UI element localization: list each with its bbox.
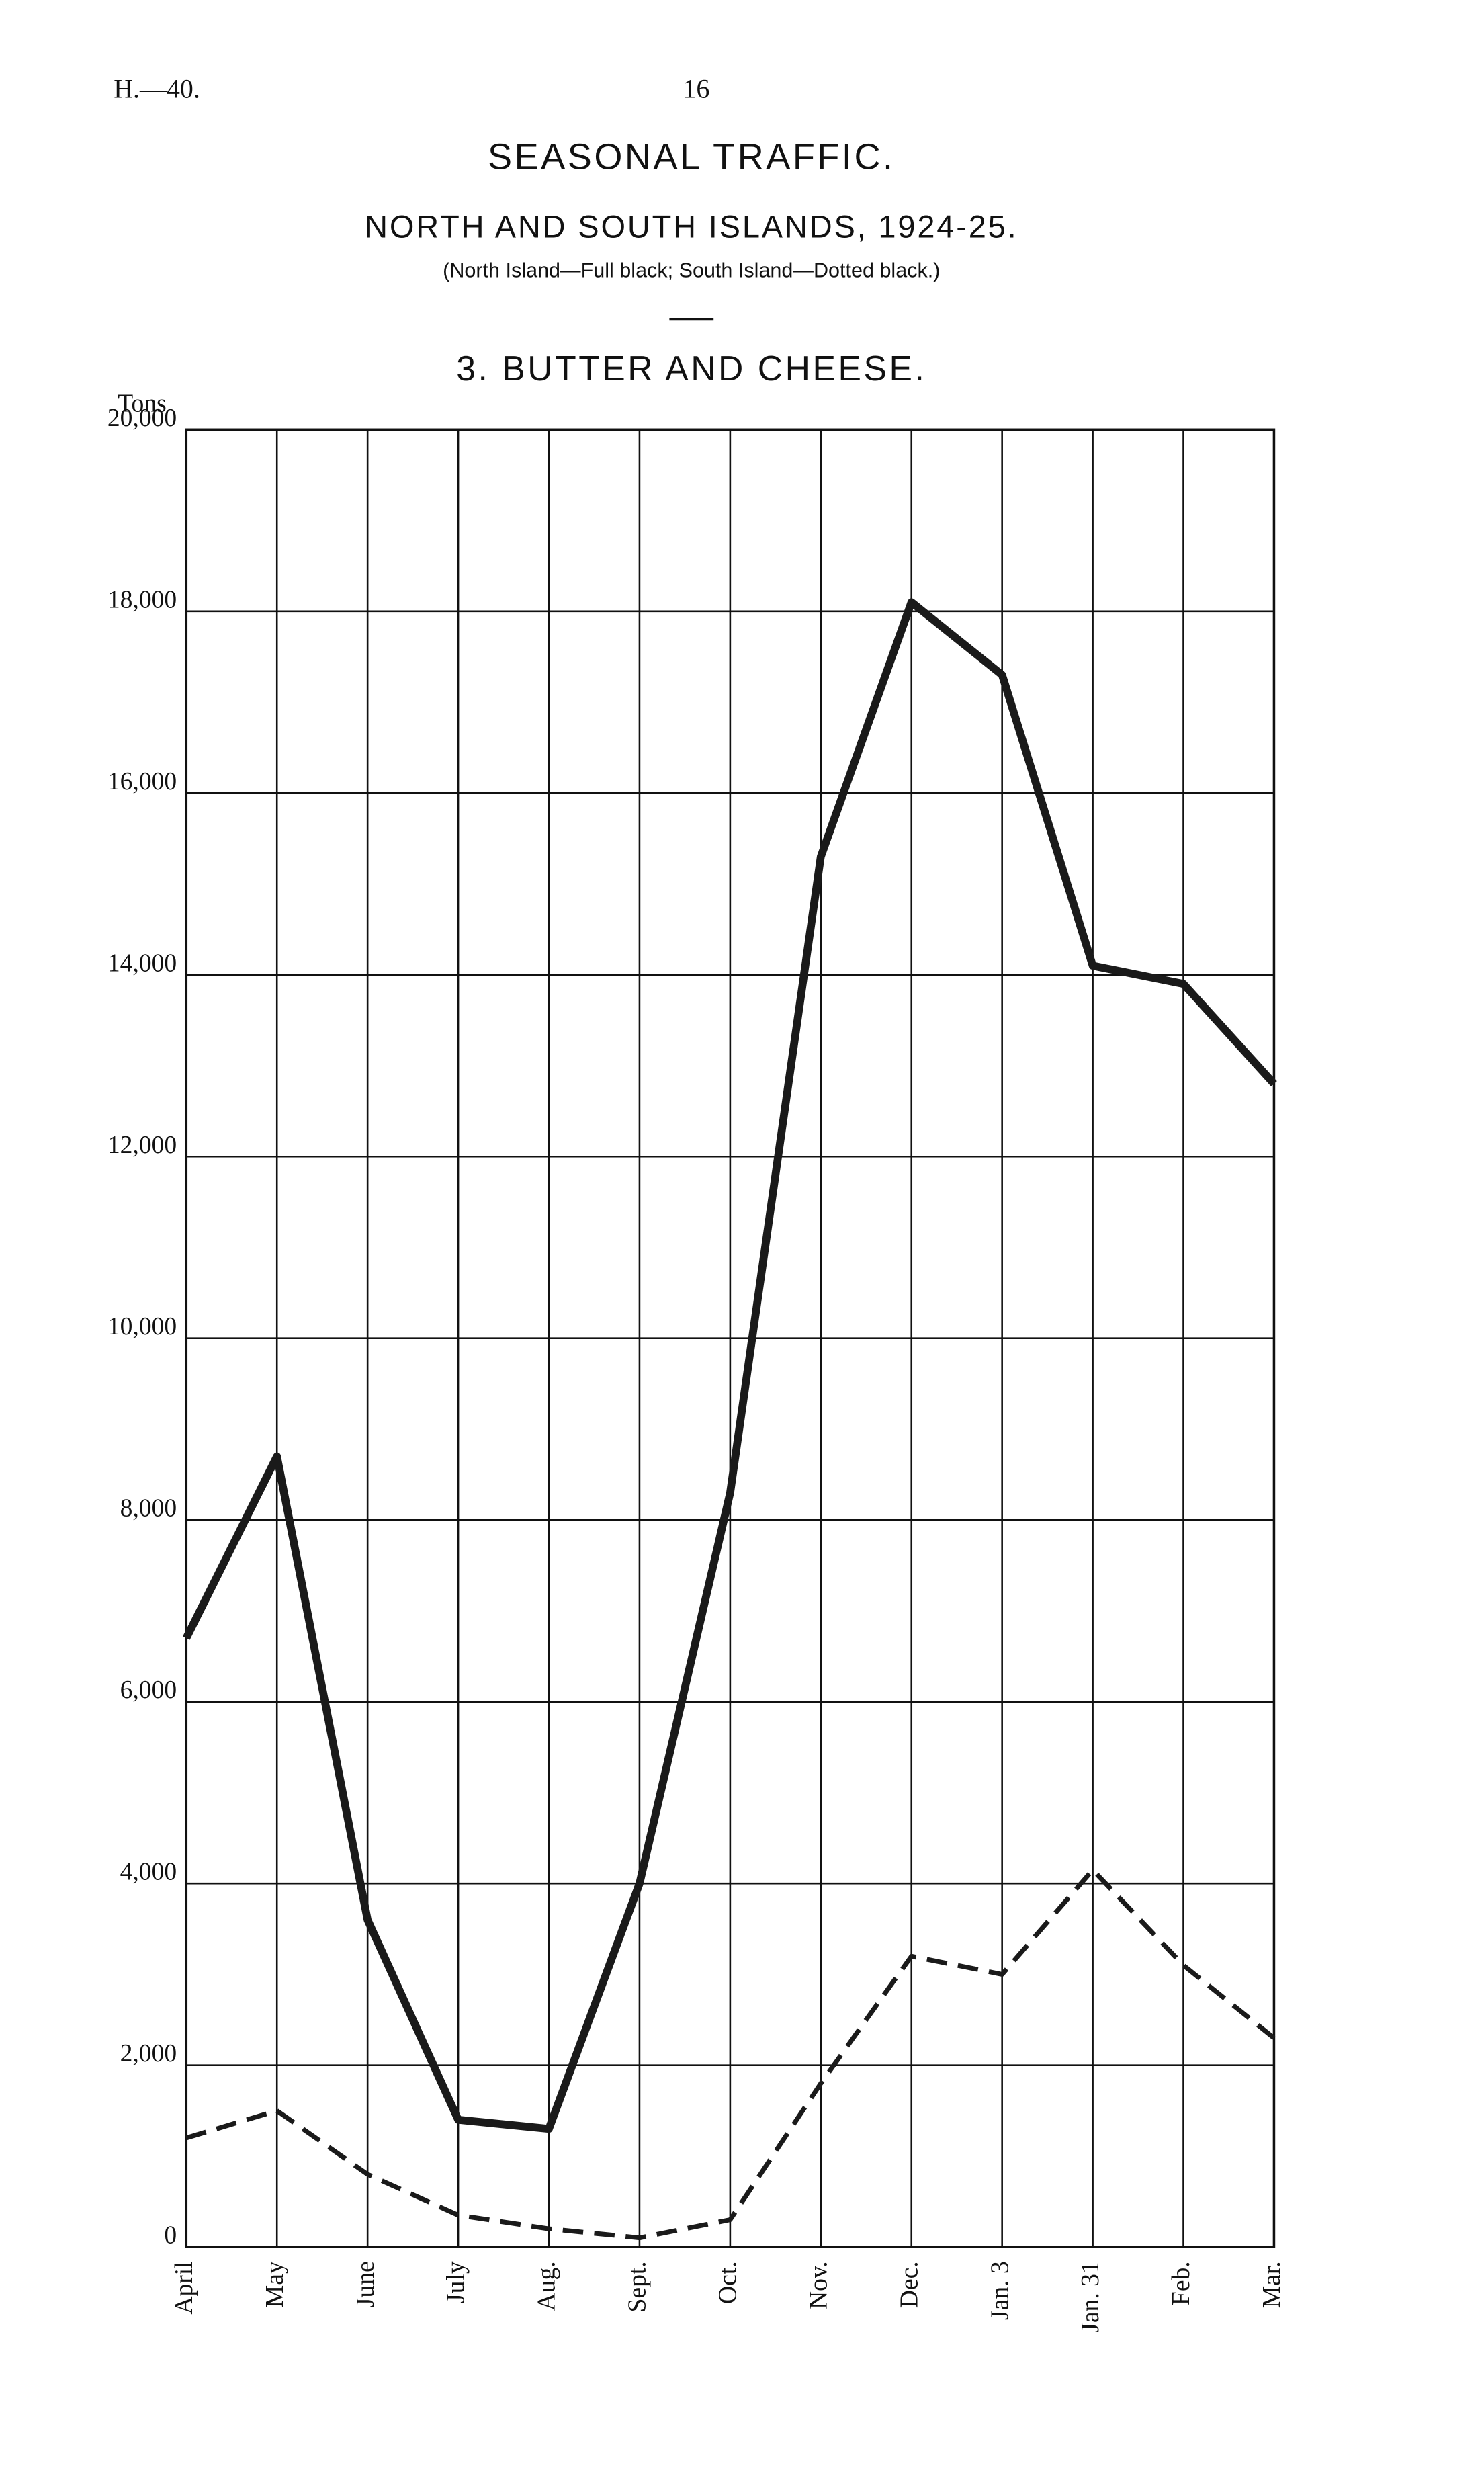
y-tick-label: 8,000 <box>120 1495 177 1523</box>
y-tick-label: 16,000 <box>107 768 177 796</box>
x-tick-label: Dec. <box>896 2261 923 2308</box>
x-tick-label: April <box>171 2261 198 2314</box>
page-number: 16 <box>683 74 709 104</box>
chart-subtitle: NORTH AND SOUTH ISLANDS, 1924-25. <box>365 208 1018 244</box>
x-tick-label: Aug. <box>533 2261 561 2311</box>
chart-note: (North Island—Full black; South Island—D… <box>443 259 940 282</box>
series-line <box>185 1867 1276 2241</box>
x-tick-label: Jan. 3 <box>986 2261 1014 2320</box>
y-tick-label: 6,000 <box>120 1676 177 1704</box>
y-tick-label: 0 <box>164 2222 177 2250</box>
y-tick-label: 10,000 <box>107 1313 177 1340</box>
y-tick-label: 20,000 <box>107 404 177 432</box>
x-tick-label: May <box>261 2261 289 2307</box>
x-tick-label: Sept. <box>624 2261 652 2312</box>
x-tick-label: July <box>443 2261 470 2303</box>
chart-heading: 3. BUTTER AND CHEESE. <box>456 349 926 388</box>
y-tick-label: 14,000 <box>107 949 177 977</box>
x-tick-label: Feb. <box>1168 2261 1195 2305</box>
chart-title: SEASONAL TRAFFIC. <box>488 137 896 177</box>
y-axis-label: Tons <box>118 390 167 418</box>
y-tick-label: 18,000 <box>107 586 177 613</box>
x-tick-label: Nov. <box>805 2261 832 2309</box>
y-tick-label: 4,000 <box>120 1859 177 1886</box>
series-line <box>183 598 1277 2133</box>
x-tick-label: June <box>352 2261 380 2307</box>
x-tick-label: Oct. <box>715 2261 742 2304</box>
y-tick-label: 2,000 <box>120 2040 177 2067</box>
x-tick-label: Mar. <box>1258 2261 1286 2308</box>
page-reference: H.—40. <box>114 74 200 104</box>
y-tick-label: 12,000 <box>107 1132 177 1159</box>
x-tick-label: Jan. 31 <box>1077 2261 1104 2332</box>
